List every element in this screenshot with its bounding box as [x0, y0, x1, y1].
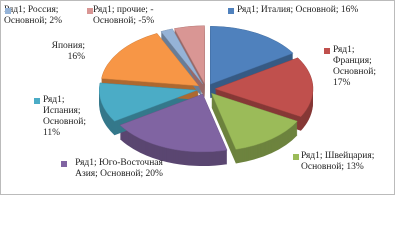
pie-slice	[99, 82, 198, 122]
data-label: Ряд1; Франция; Основной; 17%	[333, 45, 376, 88]
chart: Ряд1; Италия; Основной; 16% Ряд1; Франция…	[0, 0, 395, 195]
data-label: Ряд1; Россия; Основной; 2%	[4, 5, 62, 26]
label-key	[87, 8, 93, 14]
data-label: Япония; 16%	[51, 41, 85, 62]
data-label: Ряд1; Юго-Восточная Азия; Основной; 20%	[75, 158, 163, 179]
pie-slice	[210, 26, 294, 85]
data-label: Ряд1; прочие; - Основной; -5%	[93, 5, 155, 26]
data-label: Ряд1; Италия; Основной; 16%	[237, 5, 359, 15]
label-key	[34, 98, 40, 104]
label-key	[5, 8, 11, 14]
pie-slice	[101, 33, 200, 87]
label-key	[293, 154, 299, 160]
pie-slice	[160, 28, 203, 85]
data-label: Ряд1; Испания; Основной; 11%	[43, 95, 86, 138]
label-key	[324, 48, 330, 54]
pie-area	[99, 25, 314, 167]
pie-slice	[173, 25, 205, 84]
pie-slice	[214, 57, 314, 118]
label-key	[61, 161, 67, 167]
pie-slice	[211, 92, 298, 150]
pie-slice	[119, 93, 228, 153]
label-key	[228, 8, 234, 14]
data-label: Ряд1; Швейцария; Основной; 13%	[301, 151, 375, 172]
